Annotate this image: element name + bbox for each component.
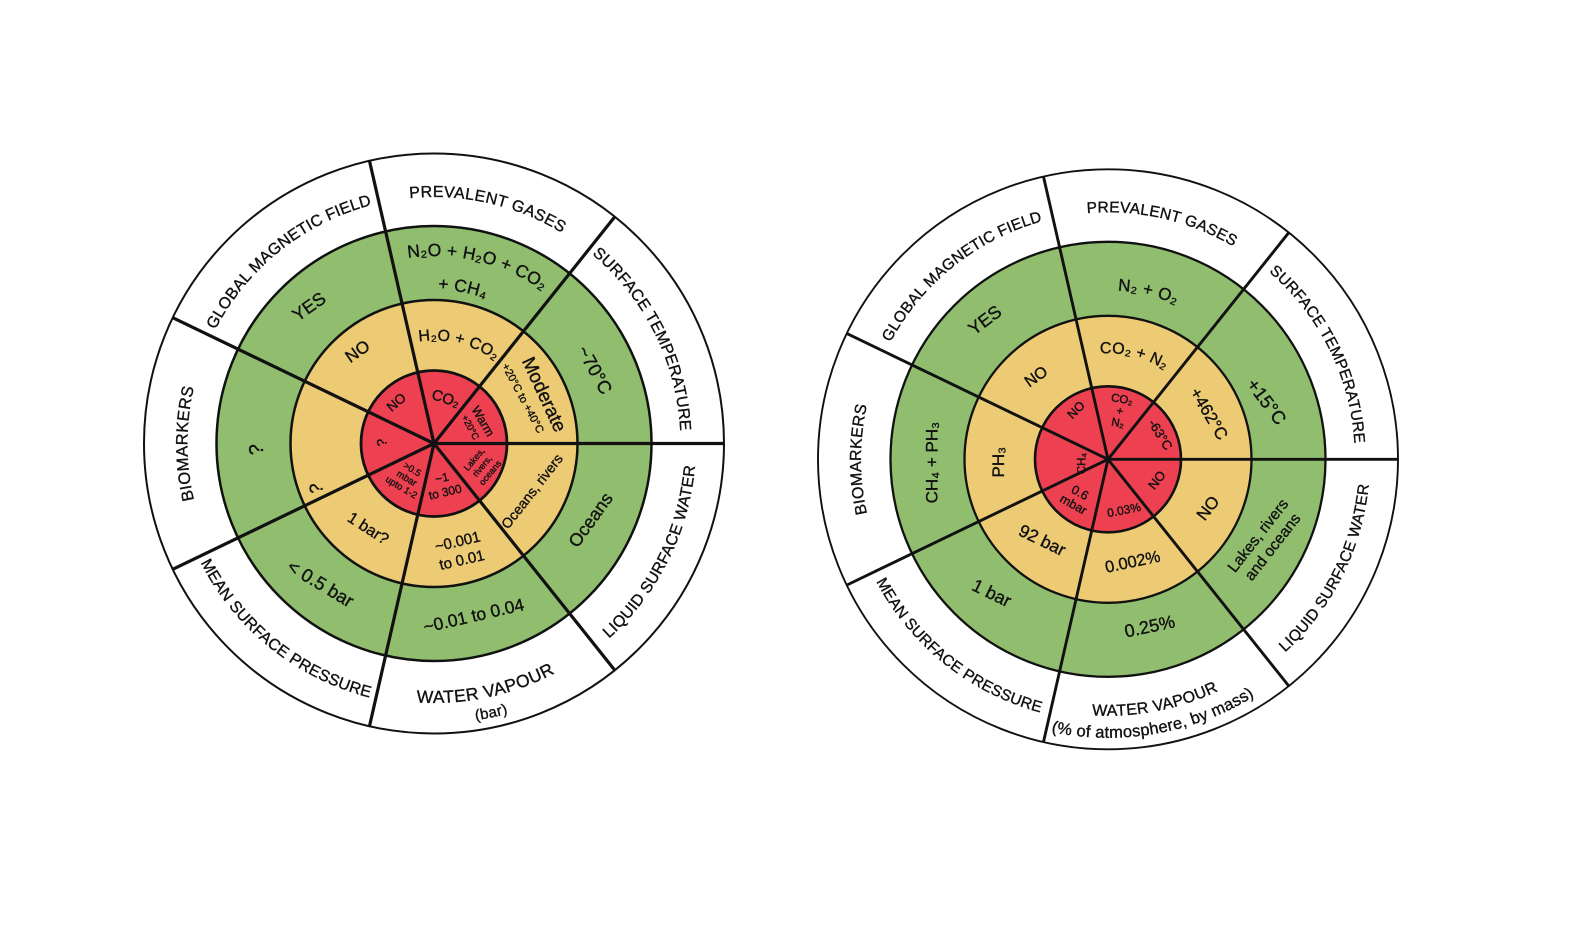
svg-text:BIOMARKERS: BIOMARKERS — [173, 384, 197, 503]
svg-text:CH₄: CH₄ — [1076, 453, 1088, 475]
svg-text:?: ? — [246, 444, 268, 455]
svg-text:?: ? — [307, 484, 327, 494]
svg-text:BIOMARKERS: BIOMARKERS — [848, 402, 871, 516]
svg-text:0.03%: 0.03% — [1106, 500, 1142, 520]
svg-text:CH₄ + PH₃: CH₄ + PH₃ — [922, 422, 941, 503]
svg-text:+: + — [1115, 405, 1124, 418]
svg-text:N₂: N₂ — [1110, 417, 1125, 431]
svg-text:PH₃: PH₃ — [989, 447, 1008, 478]
svg-text:~1: ~1 — [434, 470, 451, 487]
svg-text:?: ? — [375, 439, 390, 447]
svg-text:CO₂: CO₂ — [1110, 392, 1133, 408]
svg-text:(bar): (bar) — [474, 701, 510, 724]
